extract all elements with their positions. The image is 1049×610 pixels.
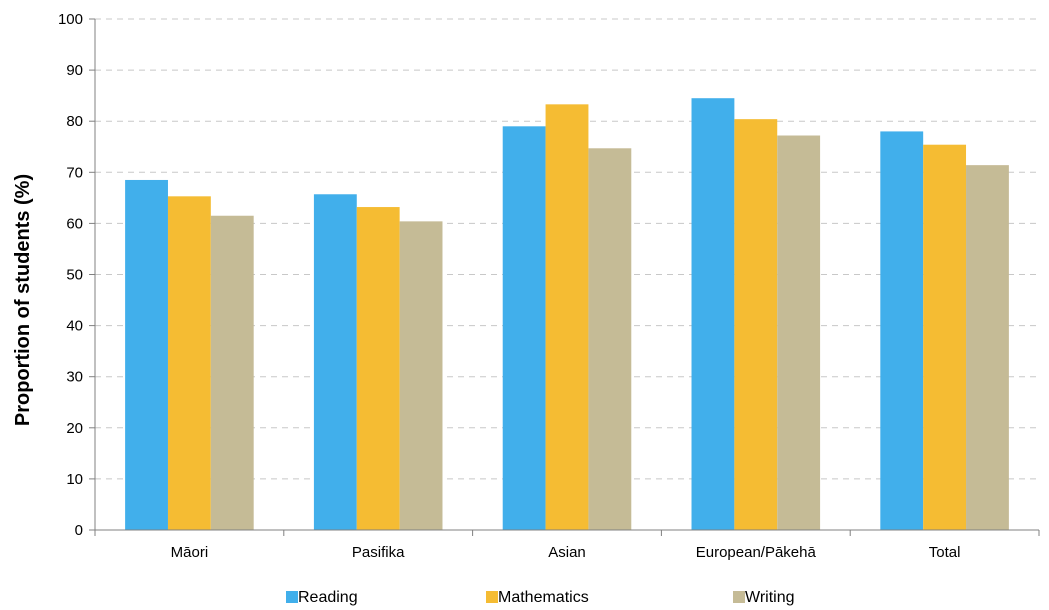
bar-writing xyxy=(399,221,443,530)
bar-reading xyxy=(880,131,924,531)
y-tick-label: 80 xyxy=(66,113,83,130)
y-tick-label: 90 xyxy=(66,62,83,79)
bar-mathematics xyxy=(734,119,778,530)
bar-mathematics xyxy=(545,104,589,530)
bar-writing xyxy=(777,135,821,530)
bar-reading xyxy=(125,179,168,530)
bar-reading xyxy=(502,126,546,530)
legend-swatch xyxy=(286,591,298,603)
bars xyxy=(125,98,1009,531)
bar-reading xyxy=(313,194,357,530)
axes xyxy=(89,18,1040,536)
y-tick-label: 100 xyxy=(58,11,83,28)
bar-mathematics xyxy=(167,196,211,530)
bar-reading xyxy=(691,98,735,530)
bar-mathematics xyxy=(356,207,400,530)
y-tick-label: 10 xyxy=(66,471,83,488)
x-tick-label: Asian xyxy=(548,544,586,561)
x-tick-label: Māori xyxy=(171,544,209,561)
y-tick-label: 30 xyxy=(66,369,83,386)
y-tick-label: 70 xyxy=(66,164,83,181)
legend-item-writing: Writing xyxy=(733,589,795,606)
y-tick-labels: 0 10 20 30 40 50 60 70 80 90 100 xyxy=(58,11,83,539)
legend-label: Mathematics xyxy=(498,589,589,606)
bar-writing xyxy=(966,165,1009,530)
legend-label: Writing xyxy=(745,589,795,606)
legend-label: Reading xyxy=(298,589,358,606)
legend: Reading Mathematics Writing xyxy=(286,589,795,606)
x-tick-label: European/Pākehā xyxy=(696,544,817,561)
y-tick-label: 60 xyxy=(66,215,83,232)
x-tick-label: Pasifika xyxy=(352,544,405,561)
legend-swatch xyxy=(733,591,745,603)
x-tick-label: Total xyxy=(929,544,961,561)
legend-item-mathematics: Mathematics xyxy=(486,589,589,606)
y-tick-label: 50 xyxy=(66,267,83,284)
y-tick-label: 40 xyxy=(66,318,83,335)
legend-swatch xyxy=(486,591,498,603)
legend-item-reading: Reading xyxy=(286,589,358,606)
y-axis-title: Proportion of students (%) xyxy=(12,174,34,426)
bar-writing xyxy=(588,148,632,530)
bar-writing xyxy=(210,215,254,531)
y-tick-label: 20 xyxy=(66,420,83,437)
y-tick-label: 0 xyxy=(75,522,83,539)
bar-mathematics xyxy=(923,144,967,530)
x-tick-labels: Māori Pasifika Asian European/Pākehā Total xyxy=(171,544,961,561)
